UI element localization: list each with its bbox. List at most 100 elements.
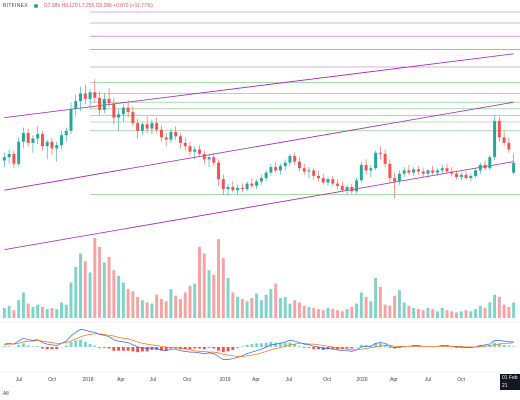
volume-bar xyxy=(98,246,102,318)
macd-histogram-bar xyxy=(102,347,106,348)
volume-bar xyxy=(312,308,316,318)
macd-histogram-bar xyxy=(112,347,116,351)
macd-histogram-bar xyxy=(350,347,354,349)
volume-bar xyxy=(17,300,21,318)
volume-bar xyxy=(245,301,249,318)
candle-body xyxy=(507,142,511,150)
volume-bar xyxy=(512,302,516,318)
candle-body xyxy=(345,186,349,191)
volume-bar xyxy=(83,261,87,318)
candle-body xyxy=(421,171,425,174)
macd-histogram-bar xyxy=(455,347,458,348)
candle-body xyxy=(435,170,439,173)
volume-bar xyxy=(74,266,78,318)
volume-bar xyxy=(250,298,254,318)
candle-body xyxy=(117,114,121,118)
macd-histogram-bar xyxy=(93,345,97,347)
candle-body xyxy=(474,170,478,176)
macd-histogram-bar xyxy=(497,343,501,347)
candle-body xyxy=(26,133,30,143)
candle-body xyxy=(212,157,216,163)
volume-bar xyxy=(174,295,178,318)
volume-bar xyxy=(269,289,273,318)
volume-bar xyxy=(388,305,392,318)
candle-body xyxy=(107,98,111,104)
candle-body xyxy=(50,141,54,149)
macd-histogram-bar xyxy=(21,343,25,347)
macd-histogram-bar xyxy=(188,347,192,350)
volume-bar xyxy=(55,309,59,318)
volume-bar xyxy=(374,278,378,318)
volume-bar xyxy=(493,294,497,318)
volume-bar xyxy=(26,303,30,318)
macd-histogram-bar xyxy=(240,346,244,347)
macd-histogram-bar xyxy=(31,346,35,347)
time-axis-label: Jul xyxy=(286,377,292,383)
volume-bar xyxy=(2,308,6,318)
volume-bar xyxy=(355,303,359,318)
candle-body xyxy=(64,130,68,136)
candle-body xyxy=(193,149,197,152)
candle-body xyxy=(207,157,211,160)
volume-bar xyxy=(359,292,363,318)
macd-histogram-bar xyxy=(98,347,102,348)
candle-body xyxy=(369,168,373,171)
macd-histogram-bar xyxy=(198,347,201,349)
candle-body xyxy=(88,92,92,99)
candle-body xyxy=(2,157,6,161)
macd-histogram-bar xyxy=(278,342,282,347)
volume-bar xyxy=(459,311,463,318)
candle-body xyxy=(336,183,340,186)
candle-body xyxy=(388,163,392,179)
volume-bar xyxy=(474,309,478,318)
candle-body xyxy=(288,156,292,163)
macd-pane xyxy=(2,329,516,360)
macd-histogram-bar xyxy=(478,345,482,347)
candle-body xyxy=(150,123,154,129)
macd-histogram-bar xyxy=(107,347,111,349)
volume-bar xyxy=(350,306,354,318)
candle-body xyxy=(40,134,44,147)
volume-bar xyxy=(207,270,211,318)
volume-bar xyxy=(331,309,335,318)
time-axis-label: Apr xyxy=(390,377,398,383)
range-footer: All xyxy=(0,388,520,400)
volume-bar xyxy=(288,303,292,318)
candle-body xyxy=(164,137,168,140)
macd-histogram-bar xyxy=(312,347,316,350)
macd-histogram-bar xyxy=(231,347,235,350)
candle-body xyxy=(355,180,359,192)
candle-body xyxy=(178,136,182,143)
candle-body xyxy=(359,164,363,181)
candle-body xyxy=(269,167,273,173)
macd-histogram-bar xyxy=(255,343,259,347)
volume-bar xyxy=(69,282,73,318)
candle-body xyxy=(312,170,316,176)
candle-body xyxy=(159,129,163,138)
macd-histogram-bar xyxy=(26,345,30,347)
candle-body xyxy=(402,170,406,174)
volume-bar xyxy=(278,298,282,318)
candle-body xyxy=(31,138,35,143)
volume-bar xyxy=(326,308,330,318)
candle-body xyxy=(317,175,320,179)
macd-histogram-bar xyxy=(117,347,121,351)
volume-bar xyxy=(79,253,83,318)
candle-body xyxy=(221,179,225,190)
time-axis-label: Jul xyxy=(150,377,156,383)
candle-body xyxy=(102,98,106,110)
volume-bar xyxy=(188,285,192,318)
volume-bar xyxy=(383,304,387,318)
volume-bar xyxy=(345,309,349,318)
candle-body xyxy=(121,107,125,115)
volume-bar xyxy=(259,300,263,318)
volume-bar xyxy=(407,305,411,318)
macd-histogram-bar xyxy=(459,347,463,348)
candle-body xyxy=(274,167,278,171)
candles xyxy=(2,79,516,198)
volume-bar xyxy=(507,306,511,318)
volume-bar xyxy=(369,301,373,318)
range-all-button[interactable]: All xyxy=(3,391,9,397)
candle-body xyxy=(12,153,16,164)
